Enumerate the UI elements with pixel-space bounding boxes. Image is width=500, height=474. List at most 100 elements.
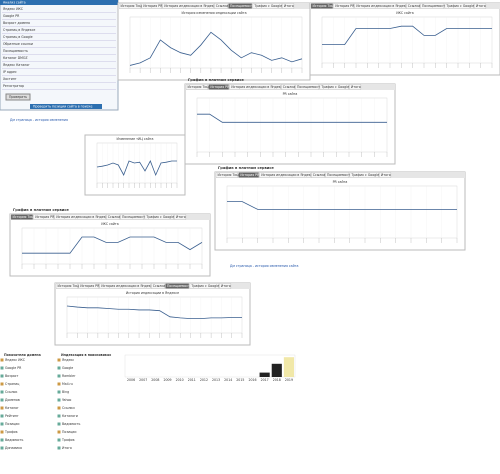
tab[interactable] <box>33 214 54 220</box>
list-row[interactable]: Google PR <box>5 366 22 370</box>
tab[interactable] <box>215 172 238 178</box>
tab-label[interactable]: Посещаемость <box>422 4 447 8</box>
list-row[interactable]: Позиции <box>5 422 19 426</box>
list-row[interactable]: Google <box>62 366 73 370</box>
list-row[interactable]: Трафик <box>61 438 75 442</box>
tab-label[interactable]: История Тиц <box>188 85 210 89</box>
tab-label[interactable]: Ссылки <box>153 284 166 288</box>
tab[interactable] <box>354 3 406 9</box>
tab-label[interactable]: Итого <box>176 215 186 219</box>
tab[interactable] <box>214 3 228 9</box>
tab-label[interactable]: Ссылки <box>313 173 326 177</box>
tab[interactable] <box>162 3 214 9</box>
tab[interactable] <box>406 3 420 9</box>
tab-label[interactable]: История Тиц <box>121 4 143 8</box>
tab[interactable] <box>295 84 320 90</box>
tab-label[interactable]: Посещаемость <box>297 85 322 89</box>
tab-label[interactable]: Трафик с Google <box>253 4 282 8</box>
link[interactable]: Дм страница - история изменения сайта <box>230 264 299 268</box>
list-row[interactable]: Rambler <box>62 374 76 378</box>
tab-label[interactable]: История индексации в Яндексе <box>356 4 409 8</box>
list-row[interactable]: Видимость <box>5 438 23 442</box>
tab[interactable] <box>444 3 474 9</box>
tab[interactable] <box>281 84 295 90</box>
tab[interactable] <box>106 214 120 220</box>
tab-label[interactable]: Итого <box>381 173 391 177</box>
list-row[interactable]: Каталог <box>5 406 19 410</box>
tab-label[interactable]: История PR <box>240 173 260 177</box>
tab[interactable] <box>219 283 232 289</box>
list-row[interactable]: Трафик <box>4 430 18 434</box>
list-row[interactable]: Итого <box>62 446 72 450</box>
tab[interactable] <box>78 283 99 289</box>
list-row[interactable]: Рейтинг <box>5 414 19 418</box>
tab-label[interactable]: История индексации в Яндексе <box>231 85 284 89</box>
tab-label[interactable]: Трафик с Google <box>320 85 349 89</box>
tab-label[interactable]: Ссылки <box>408 4 421 8</box>
list-row[interactable]: Ссылок <box>5 390 17 394</box>
button[interactable] <box>5 93 31 101</box>
list-row[interactable]: Яндекс ИКС <box>5 358 26 362</box>
tab-label[interactable]: История индексации в Яндексе <box>261 173 314 177</box>
tab[interactable] <box>174 214 187 220</box>
tab[interactable] <box>120 214 145 220</box>
list-row[interactable]: Ссылки <box>62 406 75 410</box>
tab[interactable] <box>349 172 379 178</box>
tab[interactable] <box>189 283 219 289</box>
tab[interactable] <box>311 172 325 178</box>
tab[interactable] <box>252 3 282 9</box>
tab-label[interactable]: Ссылки <box>108 215 121 219</box>
tab-label[interactable]: История PR <box>210 85 230 89</box>
tab-label[interactable]: Итого <box>476 4 486 8</box>
tab[interactable] <box>54 214 106 220</box>
list-row[interactable]: Каталоги <box>62 414 78 418</box>
tab-label[interactable]: Ссылки <box>216 4 229 8</box>
tab[interactable] <box>349 84 362 90</box>
tab-label[interactable]: Трафик с Google <box>445 4 474 8</box>
tab[interactable] <box>165 283 190 289</box>
tab[interactable] <box>319 84 349 90</box>
button-label[interactable]: Проверить <box>9 95 27 99</box>
list-row[interactable]: Видимость <box>62 422 80 426</box>
list-row[interactable]: Bing <box>62 390 69 394</box>
tab[interactable] <box>144 214 174 220</box>
tab[interactable] <box>118 3 141 9</box>
tab[interactable] <box>10 214 33 220</box>
footer-link[interactable]: Проверить позиции сайта в поиске <box>33 105 92 109</box>
list-row[interactable]: Яндекс <box>62 358 74 362</box>
tab[interactable] <box>55 283 78 289</box>
list-row[interactable]: Yahoo <box>62 398 71 402</box>
tab[interactable] <box>141 3 162 9</box>
tab-label[interactable]: Итого <box>221 284 231 288</box>
tab[interactable] <box>185 84 208 90</box>
tab-label[interactable]: История Тиц <box>13 215 35 219</box>
list-row[interactable]: Страниц <box>5 382 20 386</box>
tab-label[interactable]: История PR <box>143 4 163 8</box>
tab[interactable] <box>310 3 333 9</box>
tab-label[interactable]: История Тиц <box>58 284 80 288</box>
tab[interactable] <box>229 84 281 90</box>
tab-label[interactable]: Ссылки <box>283 85 296 89</box>
tab[interactable] <box>228 3 253 9</box>
tab-label[interactable]: Трафик с Google <box>190 284 219 288</box>
link[interactable]: Дм страница - история изменения <box>10 118 68 122</box>
tab-label[interactable]: История PR <box>335 4 355 8</box>
tab-label[interactable]: Посещаемость <box>122 215 147 219</box>
tab[interactable] <box>379 172 392 178</box>
tab[interactable] <box>208 84 229 90</box>
tab[interactable] <box>333 3 354 9</box>
tab[interactable] <box>259 172 311 178</box>
tab-label[interactable]: Посещаемость <box>230 4 255 8</box>
tab-label[interactable]: История индексации в Яндексе <box>164 4 217 8</box>
tab-label[interactable]: История PR <box>80 284 100 288</box>
tab-label[interactable]: Итого <box>284 4 294 8</box>
tab-label[interactable]: История индексации в Яндексе <box>101 284 154 288</box>
tab[interactable] <box>474 3 487 9</box>
tab-label[interactable]: Трафик с Google <box>145 215 174 219</box>
list-row[interactable]: Доменов <box>5 398 20 402</box>
tab-label[interactable]: Посещаемость <box>167 284 192 288</box>
tab-label[interactable]: История Тиц <box>218 173 240 177</box>
tab[interactable] <box>238 172 259 178</box>
list-row[interactable]: Возраст <box>5 374 19 378</box>
tab[interactable] <box>325 172 350 178</box>
